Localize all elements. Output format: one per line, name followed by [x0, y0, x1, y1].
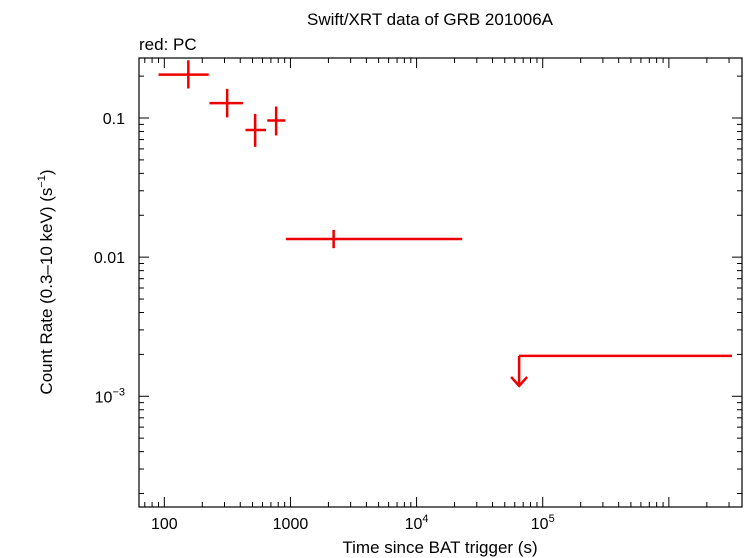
upper-limit-arrow-head	[510, 376, 529, 388]
x-axis-label: Time since BAT trigger (s)	[342, 538, 537, 557]
x-tick-label: 1000	[273, 516, 309, 533]
plot-frame	[138, 57, 743, 508]
y-tick-label: 0.1	[103, 111, 125, 128]
y-tick-labels: 0.1 0.01 10−3	[94, 111, 125, 406]
data-point	[158, 60, 209, 89]
x-tick-label: 105	[531, 513, 555, 533]
y-tick-label: 10−3	[95, 386, 125, 406]
x-tick-labels: 100 1000 104 105	[151, 513, 555, 533]
data-point	[209, 88, 243, 118]
upper-limit	[510, 354, 732, 388]
data-points	[158, 60, 732, 388]
chart-subtitle: red: PC	[139, 35, 197, 54]
axis-ticks	[139, 58, 742, 507]
x-tick-label: 100	[151, 516, 178, 533]
x-tick-label: 104	[405, 513, 429, 533]
y-axis-label: Count Rate (0.3–10 keV) (s−1)	[36, 169, 56, 394]
data-point	[285, 229, 463, 249]
y-tick-label: 0.01	[94, 250, 125, 267]
data-point	[245, 113, 267, 147]
data-point	[267, 106, 286, 136]
chart-title: Swift/XRT data of GRB 201006A	[307, 10, 554, 29]
